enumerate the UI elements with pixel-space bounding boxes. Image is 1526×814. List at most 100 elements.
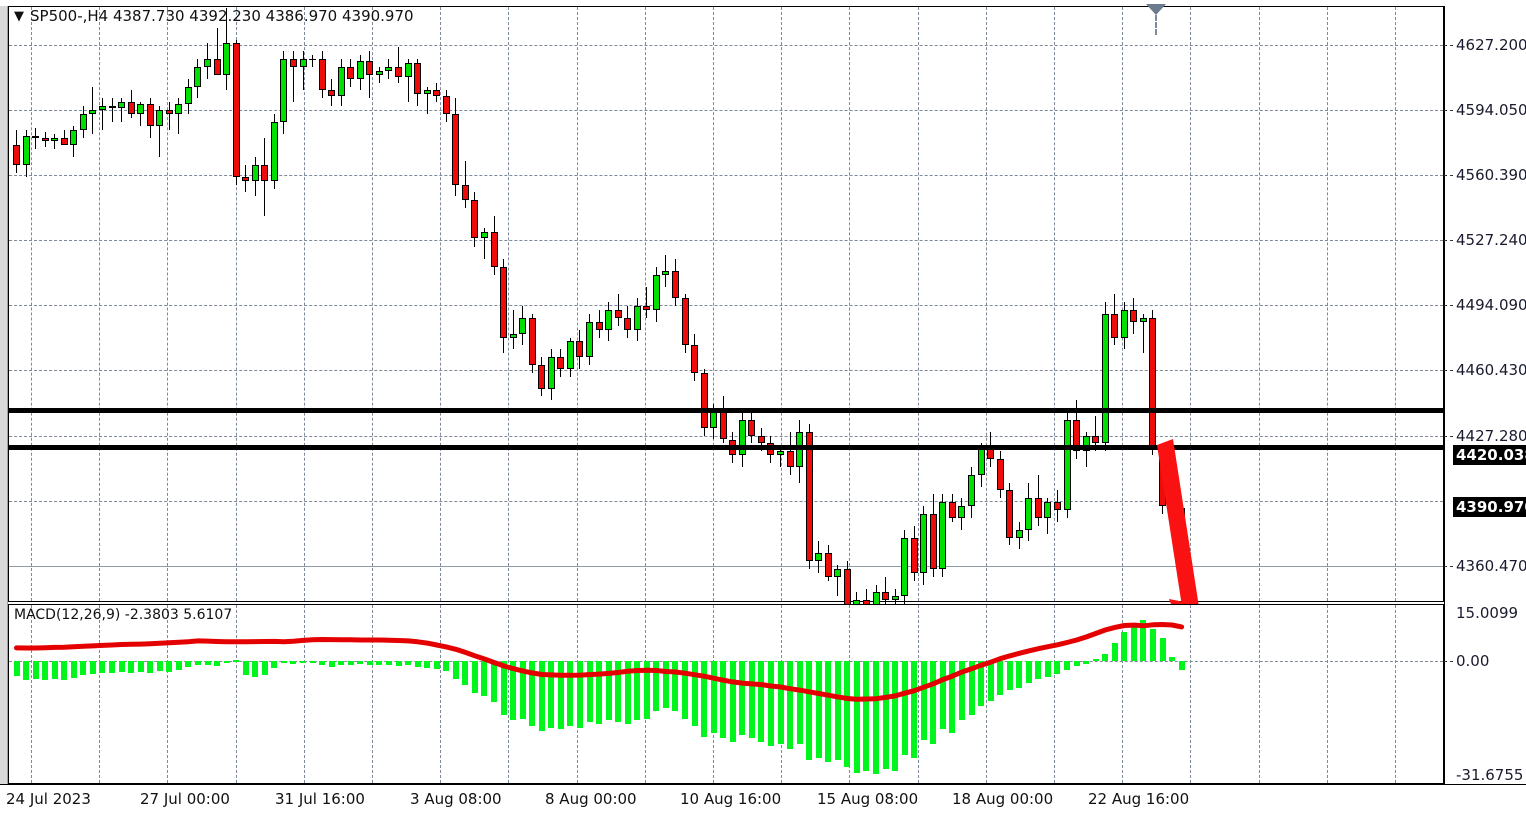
candle-wick [140, 102, 142, 126]
macd-gridline-vertical [372, 605, 373, 783]
price-gridline-vertical [1326, 7, 1328, 601]
macd-histogram-bar [443, 661, 450, 672]
candle-body [509, 333, 517, 338]
price-gridline-vertical [1122, 7, 1124, 601]
price-tick [1444, 370, 1453, 371]
macd-histogram-bar [748, 661, 755, 739]
candle-wick [512, 310, 514, 350]
candle-body [605, 310, 613, 330]
price-gridline [9, 240, 1443, 241]
candle-wick [178, 98, 180, 134]
candle-body [204, 59, 211, 67]
macd-histogram-bar [1121, 632, 1128, 661]
candle-body [13, 145, 20, 165]
price-gridline-vertical [372, 7, 373, 601]
macd-indicator-pane[interactable] [8, 604, 1444, 784]
bearish-arrow[interactable] [9, 7, 1443, 639]
candle-wick [617, 294, 619, 326]
price-tick [1444, 436, 1453, 437]
macd-gridline-vertical [1054, 605, 1055, 783]
macd-signal-line [14, 622, 1185, 702]
candle-body [958, 506, 966, 518]
candle-body [232, 43, 240, 177]
time-axis-label: 15 Aug 08:00 [817, 790, 919, 808]
macd-histogram-bar [1159, 637, 1166, 661]
candle-body [538, 365, 546, 389]
candle-wick [159, 106, 161, 158]
price-axis-label: 4494.090 [1456, 296, 1526, 314]
macd-histogram-bar [1006, 661, 1013, 690]
macd-histogram-bar [634, 661, 641, 721]
price-gridline-vertical [713, 7, 714, 601]
candle-body [566, 341, 574, 369]
macd-histogram-bar [233, 660, 240, 663]
macd-histogram-bar [175, 661, 182, 671]
candle-body [1034, 498, 1042, 518]
candle-body [423, 90, 431, 95]
price-gridline [9, 110, 1443, 111]
candle-body [1063, 419, 1071, 511]
candle-wick [54, 133, 56, 150]
macd-histogram-bar [42, 661, 49, 680]
macd-histogram-bar [118, 661, 125, 672]
macd-gridline-vertical [31, 605, 32, 783]
candle-body [490, 231, 498, 267]
time-axis[interactable]: 24 Jul 2023 27 Jul 00:00 31 Jul 16:00 3 Aug… [0, 784, 1526, 814]
macd-label: MACD(12,26,9) -2.3803 5.6107 [14, 607, 233, 623]
level-price-label[interactable]: 4420.038 [1453, 445, 1526, 465]
candle-body [1053, 502, 1061, 511]
price-gridline-vertical [1190, 7, 1192, 601]
macd-histogram-bar [949, 661, 956, 733]
candle-body [1025, 498, 1033, 530]
macd-histogram-bar [548, 661, 555, 728]
candle-body [433, 90, 441, 97]
macd-histogram-bar [815, 661, 822, 759]
candle-wick [646, 286, 648, 318]
candle-wick [101, 98, 103, 130]
price-chart-pane[interactable] [8, 6, 1444, 648]
collapse-icon[interactable]: ▼ [14, 9, 24, 24]
candle-wick [398, 47, 399, 83]
upper-resistance-line[interactable] [9, 408, 1443, 413]
current-price-label[interactable]: 4390.970 [1453, 497, 1526, 517]
price-gridline-vertical [440, 7, 442, 601]
candle-body [547, 357, 555, 389]
candle-body [700, 372, 708, 428]
candle-wick [407, 59, 409, 103]
candle-wick [837, 565, 839, 597]
candle-body [337, 66, 345, 97]
macd-histogram-bar [710, 661, 717, 733]
macd-histogram-bar [405, 661, 412, 665]
macd-gridline-vertical [235, 605, 237, 783]
candle-wick [894, 588, 896, 616]
candle-body [671, 270, 679, 299]
candle-body [299, 59, 307, 67]
lower-resistance-line[interactable] [9, 445, 1443, 450]
macd-histogram-bar [796, 661, 803, 744]
candle-body [108, 106, 116, 109]
chart-header: ▼ SP500-,H4 4387.730 4392.230 4386.970 43… [14, 7, 414, 25]
candle-wick [92, 86, 94, 134]
candle-wick [35, 127, 37, 150]
macd-histogram-bar [433, 661, 440, 669]
macd-histogram-bar [51, 661, 58, 679]
candle-body [557, 357, 565, 369]
macd-histogram-bar [682, 661, 688, 719]
macd-histogram-bar [280, 661, 287, 664]
period-separator-marker[interactable] [1146, 4, 1166, 15]
price-gridline-vertical [508, 7, 510, 601]
price-gridline-vertical [917, 7, 919, 601]
macd-histogram-bar [80, 661, 87, 676]
price-axis[interactable]: 4627.200 4594.050 4560.390 4527.240 4494.090… [1444, 6, 1526, 784]
macd-histogram-bar [99, 661, 106, 674]
candle-body [891, 596, 899, 601]
macd-histogram-bar [538, 661, 545, 732]
macd-tick [1444, 661, 1453, 662]
candle-wick [216, 27, 218, 69]
macd-gridline-vertical [1326, 605, 1328, 783]
macd-histogram-bar [1149, 628, 1156, 661]
candle-wick [1095, 415, 1097, 452]
macd-histogram-bar [576, 661, 583, 728]
left-scroll-rail[interactable] [0, 6, 8, 784]
price-axis-label: 4460.430 [1456, 361, 1526, 379]
